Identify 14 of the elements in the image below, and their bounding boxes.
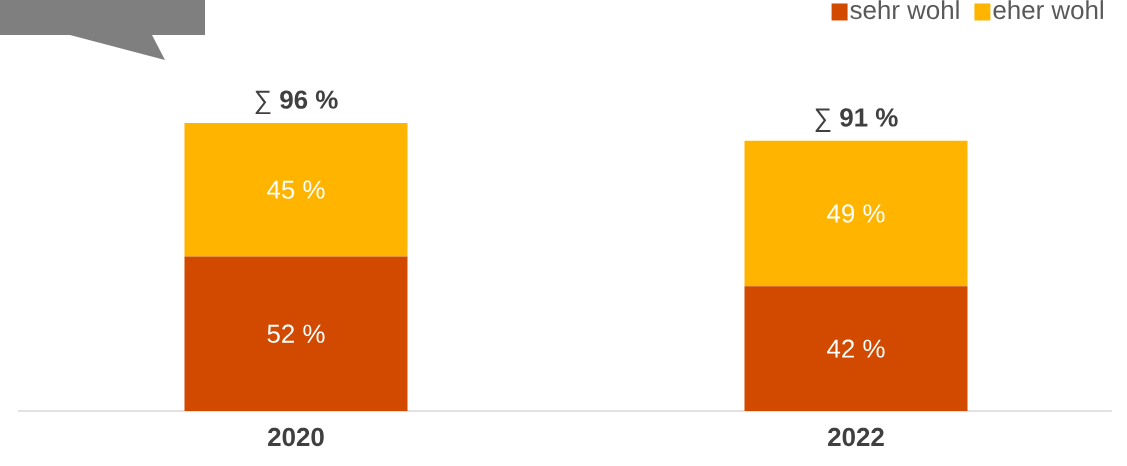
data-label: 49 % bbox=[827, 204, 885, 223]
total-label: ∑ 96 % bbox=[255, 90, 338, 115]
total-label: ∑ 91 % bbox=[815, 108, 898, 132]
data-label: 42 % bbox=[827, 339, 885, 358]
data-label: 52 % bbox=[267, 324, 325, 343]
legend-label: sehr wohl bbox=[850, 0, 959, 20]
data-label: 45 % bbox=[267, 180, 325, 199]
legend-label: eher wohl bbox=[993, 0, 1103, 20]
bar bbox=[744, 140, 968, 287]
bar bbox=[184, 122, 408, 257]
x-tick-label: 2020 bbox=[268, 427, 324, 447]
bar bbox=[744, 286, 968, 411]
bar bbox=[184, 256, 408, 411]
x-tick-label: 2022 bbox=[828, 427, 884, 447]
